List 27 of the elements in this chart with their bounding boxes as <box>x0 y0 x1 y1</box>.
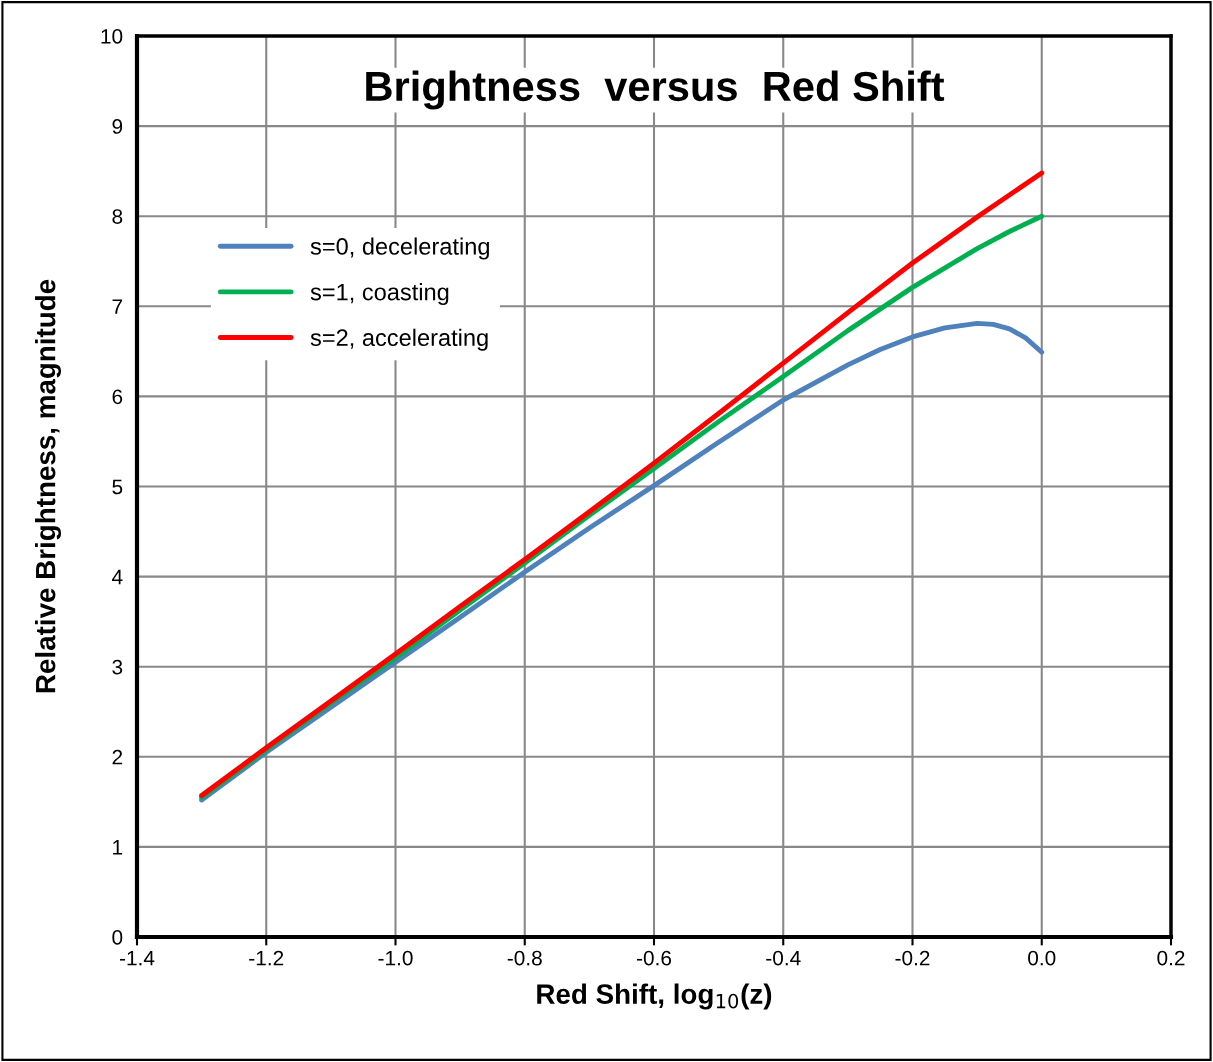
y-tick-label: 3 <box>112 659 123 675</box>
x-tick-label: -0.8 <box>507 950 542 966</box>
y-tick-label: 5 <box>112 479 123 495</box>
y-tick-label: 7 <box>112 299 123 314</box>
y-tick-label: 10 <box>101 29 123 44</box>
line-series <box>199 320 1045 803</box>
x-tick-label: -0.4 <box>766 950 801 966</box>
y-tick-label: 9 <box>112 119 123 134</box>
y-tick-label: 8 <box>112 209 123 224</box>
legend-label: s=2, accelerating <box>310 328 488 351</box>
y-tick-label: 6 <box>112 389 123 405</box>
y-tick-label: 2 <box>112 749 123 765</box>
x-tick-label: 0.2 <box>1157 950 1185 966</box>
x-tick-label: -0.2 <box>895 950 930 966</box>
legend-label: s=0, decelerating <box>310 237 489 260</box>
legend-label: s=1, coasting <box>310 283 449 306</box>
x-tick-label: -1.0 <box>378 950 413 966</box>
x-axis-title: Red Shift, log$_{10}$(z) <box>537 983 772 1010</box>
x-tick-label: -1.2 <box>249 950 284 966</box>
x-tick-label: 0.0 <box>1028 950 1056 966</box>
x-tick-label: -1.4 <box>119 950 155 966</box>
y-tick-label: 1 <box>113 840 123 855</box>
y-tick-label: 4 <box>112 569 123 585</box>
y-tick-label: 0 <box>112 930 123 945</box>
y-axis-title: Relative Brightness, magnitude <box>35 279 62 693</box>
text: Brightness versus Red Shift <box>366 70 945 110</box>
x-tick-label: -0.6 <box>636 950 672 966</box>
